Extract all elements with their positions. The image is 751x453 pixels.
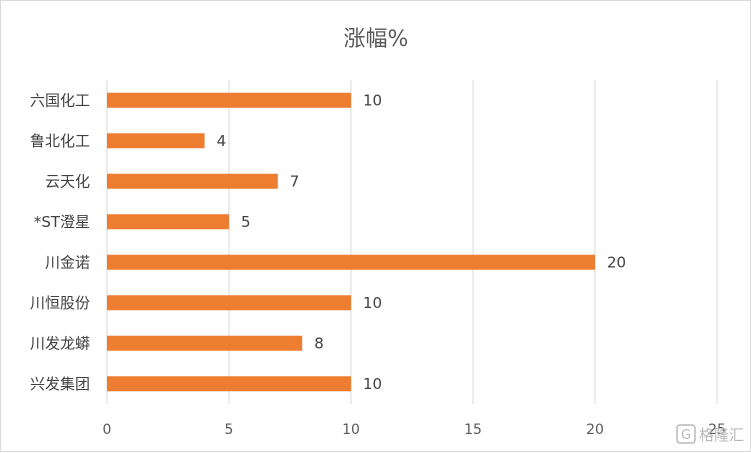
category-label: 六国化工 xyxy=(30,91,90,109)
data-label: 10 xyxy=(363,294,382,312)
bar xyxy=(107,133,205,149)
data-label: 5 xyxy=(241,213,251,231)
category-label: 兴发集团 xyxy=(30,375,90,393)
bar xyxy=(107,376,351,392)
data-label: 8 xyxy=(314,334,324,352)
data-label: 20 xyxy=(607,253,626,271)
bar xyxy=(107,92,351,108)
category-label: 云天化 xyxy=(45,172,90,190)
data-labels: 10 4 7 5 20 10 8 10 xyxy=(217,91,626,393)
category-label: 川金诺 xyxy=(45,253,90,271)
x-tick-label: 5 xyxy=(225,422,234,438)
data-label: 10 xyxy=(363,375,382,393)
x-tick-label: 15 xyxy=(464,422,482,438)
bar xyxy=(107,295,351,311)
bar xyxy=(107,254,595,270)
bar xyxy=(107,335,303,351)
bar xyxy=(107,214,229,230)
watermark: G 格隆汇 xyxy=(676,424,744,444)
bars xyxy=(107,92,595,392)
gridlines xyxy=(106,80,718,404)
x-tick-label: 0 xyxy=(103,422,112,438)
x-tick-label: 25 xyxy=(708,422,726,438)
bar xyxy=(107,173,278,189)
data-label: 7 xyxy=(290,172,300,190)
data-label: 10 xyxy=(363,91,382,109)
g-logo-icon xyxy=(676,424,696,444)
category-label: 鲁北化工 xyxy=(30,132,90,150)
x-tick-label: 20 xyxy=(586,422,604,438)
g-logo-glyph: G xyxy=(681,428,691,443)
x-tick-label: 10 xyxy=(342,422,360,438)
data-label: 4 xyxy=(217,132,227,150)
x-tick-labels: 0 5 10 15 20 25 xyxy=(103,422,726,438)
watermark-text: 格隆汇 xyxy=(699,426,744,444)
chart-title: 涨幅% xyxy=(344,27,409,52)
category-label: *ST澄星 xyxy=(34,213,90,231)
category-label: 川恒股份 xyxy=(30,294,90,312)
category-label: 川发龙蟒 xyxy=(30,334,90,352)
